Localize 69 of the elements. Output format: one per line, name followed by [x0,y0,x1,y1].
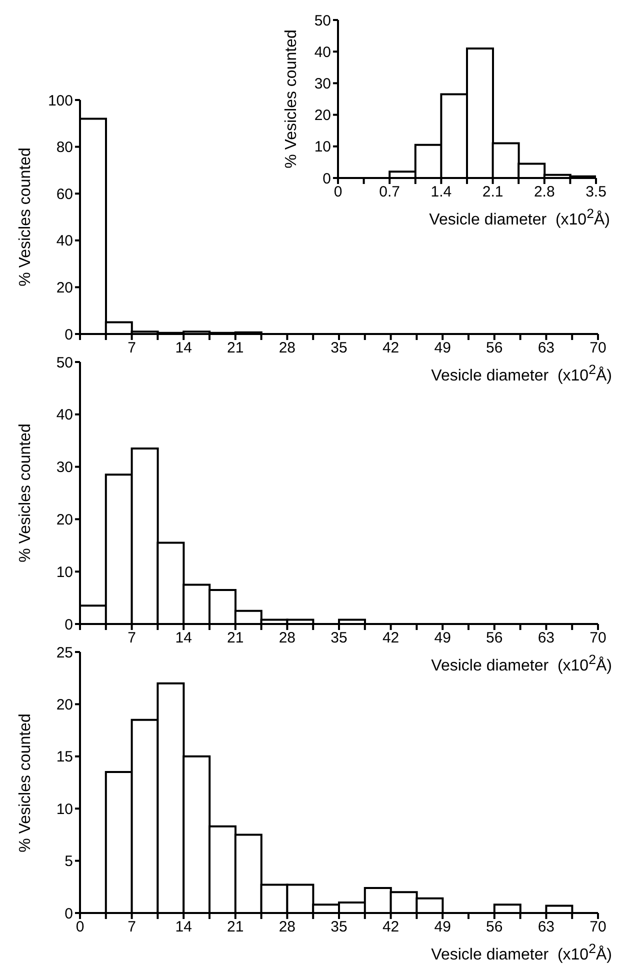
y-tick-label: 20 [56,512,73,529]
y-tick-label: 30 [56,459,73,476]
y-tick-label: 10 [56,564,73,581]
y-tick-label: 50 [56,354,73,372]
y-tick-label: 15 [56,748,73,766]
x-tick-label: 2.8 [534,184,555,201]
y-tick-label: 20 [56,280,73,297]
x-tick-label: 7 [128,630,136,647]
y-tick-label: 20 [56,696,73,714]
x-tick-label: 3.5 [586,184,606,201]
x-tick-label: 21 [227,630,244,647]
x-tick-label: 63 [538,340,555,357]
y-tick-label: 40 [314,44,331,61]
y-tick-label: 5 [64,853,73,870]
x-tick-label: 35 [330,340,348,357]
x-tick-label: 21 [227,918,244,936]
y-axis-title: % Vesicles counted [16,713,35,852]
y-tick-label: 50 [314,12,331,30]
x-tick-label: 0 [76,918,84,936]
y-tick-label: 0 [64,905,73,922]
y-tick-label: 80 [56,139,73,156]
x-tick-label: 42 [382,918,400,936]
x-tick-label: 14 [175,630,192,647]
x-tick-label: 70 [590,630,606,647]
x-tick-label: 70 [590,340,606,357]
x-tick-label: 49 [434,340,451,357]
y-axis-title: % Vesicles counted [16,148,35,286]
x-tick-label: 56 [486,340,503,357]
x-axis-title: Vesicle diameter (x10$^{2}$Å) [431,361,612,386]
y-tick-label: 20 [314,107,331,124]
y-axis-title: % Vesicles counted [16,424,35,562]
x-tick-label: 28 [278,340,296,357]
x-tick-label: 1.4 [430,184,452,201]
y-tick-label: 30 [314,76,331,93]
y-tick-label: 60 [56,186,73,203]
y-axis-title: % Vesicles counted [282,30,301,168]
y-tick-label: 0 [64,616,73,634]
x-axis-title: Vesicle diameter (x10$^{2}$Å) [431,651,612,676]
x-tick-label: 42 [382,630,400,647]
y-tick-label: 40 [56,232,73,250]
x-tick-label: 56 [486,918,503,936]
x-tick-label: 21 [227,340,244,357]
x-tick-label: 7 [128,918,136,936]
x-tick-label: 14 [175,918,192,936]
y-tick-label: 25 [56,644,73,662]
x-axis-title: Vesicle diameter (x10$^{2}$Å) [429,205,610,230]
x-tick-label: 42 [382,340,400,357]
x-tick-label: 56 [486,630,503,647]
x-tick-label: 63 [538,630,555,647]
x-tick-label: 14 [175,340,192,357]
x-tick-label: 2.1 [482,184,504,201]
x-tick-label: 63 [538,918,555,936]
x-tick-label: 35 [330,630,348,647]
x-tick-label: 28 [278,630,296,647]
y-tick-label: 0 [64,326,73,344]
x-tick-label: 7 [128,340,136,357]
x-tick-label: 49 [434,630,451,647]
x-tick-label: 70 [590,918,606,936]
x-tick-label: 49 [434,918,451,936]
x-tick-label: 0.7 [379,184,400,201]
x-tick-label: 28 [278,918,296,936]
x-tick-label: 35 [330,918,348,936]
y-tick-label: 10 [56,800,73,818]
y-tick-label: 10 [314,138,331,156]
y-tick-label: 0 [322,170,331,188]
x-tick-label: 0 [334,184,342,201]
y-tick-label: 40 [56,406,73,424]
y-tick-label: 100 [48,92,73,110]
x-axis-title: Vesicle diameter (x10$^{2}$Å) [431,940,612,965]
